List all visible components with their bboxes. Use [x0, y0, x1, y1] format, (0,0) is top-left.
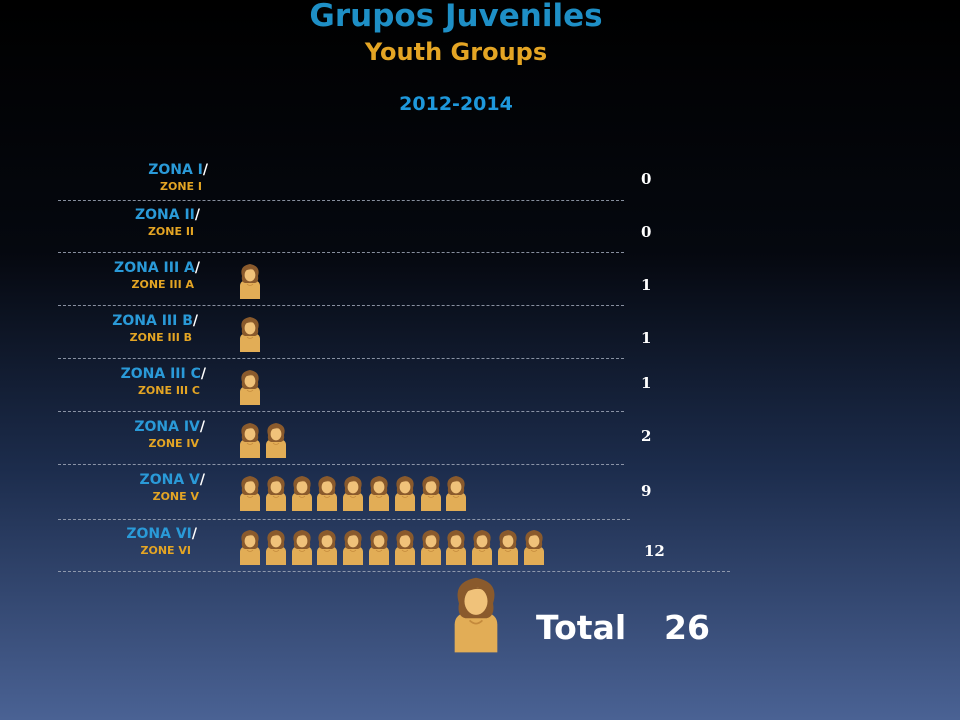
value-label: 1 [641, 374, 652, 392]
value-label: 2 [641, 427, 652, 445]
row-label: ZONA III B/ZONE III B [112, 313, 198, 344]
person-icon [343, 476, 364, 511]
zone-label-es: ZONA IV/ [134, 419, 205, 435]
zone-label-en: ZONE VI [140, 544, 191, 557]
person-icon [446, 476, 467, 511]
row-separator [58, 519, 630, 520]
zone-name-es: ZONA III C [120, 366, 201, 382]
person-icon [240, 264, 260, 299]
total-label: Total [536, 608, 627, 647]
zone-label-es: ZONA III B/ [112, 313, 198, 329]
zone-name-es: ZONA II [134, 207, 195, 223]
person-icon [240, 317, 260, 352]
value-label: 1 [641, 276, 652, 294]
label-slash: / [192, 313, 198, 329]
person-icon [317, 530, 338, 565]
zone-label-en: ZONE III A [131, 278, 195, 291]
row-separator [58, 305, 624, 306]
person-icon [420, 530, 441, 565]
person-icon [394, 476, 415, 511]
zone-label-en: ZONE V [152, 490, 199, 503]
row-label: ZONA III C/ZONE III C [121, 366, 206, 397]
zone-name-es: ZONA VI [126, 526, 192, 542]
label-slash: / [194, 260, 200, 276]
person-icon [472, 530, 493, 565]
person-icon [369, 476, 389, 511]
zone-label-es: ZONA I/ [148, 162, 208, 178]
row-label: ZONA I/ZONE I [148, 162, 208, 193]
row-label: ZONA IV/ZONE IV [134, 419, 205, 450]
person-icon [420, 476, 441, 511]
zone-label-en: ZONE I [160, 180, 202, 193]
person-icon [265, 423, 286, 458]
value-label: 12 [644, 542, 665, 560]
label-slash: / [191, 526, 197, 542]
chart-title: Grupos Juveniles [309, 0, 603, 34]
chart-period: 2012-2014 [399, 93, 513, 115]
label-slash: / [200, 366, 206, 382]
row-label: ZONA III A/ZONE III A [114, 260, 200, 291]
zone-label-es: ZONA V/ [140, 472, 205, 488]
person-icon [291, 530, 312, 565]
person-icon [240, 530, 260, 565]
value-label: 9 [641, 482, 652, 500]
value-label: 1 [641, 329, 652, 347]
label-slash: / [199, 419, 205, 435]
person-icon [291, 476, 312, 511]
zone-name-es: ZONA IV [134, 419, 200, 435]
person-icon [394, 530, 415, 565]
row-separator [58, 411, 624, 412]
zone-name-es: ZONA V [139, 472, 200, 488]
person-icon [317, 476, 338, 511]
person-icon [498, 530, 518, 565]
row-label: ZONA V/ZONE V [140, 472, 205, 503]
label-slash: / [199, 472, 205, 488]
person-icon [240, 370, 260, 405]
zone-label-es: ZONA VI/ [126, 526, 197, 542]
zone-label-es: ZONA III A/ [114, 260, 200, 276]
chart-subtitle: Youth Groups [364, 38, 548, 66]
zone-label-es: ZONA II/ [135, 207, 200, 223]
zone-name-es: ZONA I [148, 162, 203, 178]
label-slash: / [194, 207, 200, 223]
person-icon [265, 530, 286, 565]
zone-label-en: ZONE IV [148, 437, 199, 450]
total-value: 26 [664, 608, 710, 647]
value-label: 0 [641, 223, 652, 241]
row-separator [58, 571, 730, 572]
total-person-icon [454, 577, 498, 653]
person-icon [369, 530, 389, 565]
zone-label-en: ZONE III B [129, 331, 192, 344]
zone-label-es: ZONA III C/ [121, 366, 206, 382]
value-label: 0 [641, 170, 652, 188]
person-icon [240, 476, 260, 511]
person-icon [523, 530, 544, 565]
zone-label-en: ZONE III C [137, 384, 200, 397]
row-separator [58, 252, 624, 253]
row-separator [58, 200, 624, 201]
row-label: ZONA VI/ZONE VI [126, 526, 197, 557]
person-icon [343, 530, 364, 565]
zone-label-en: ZONE II [147, 225, 194, 238]
zone-name-es: ZONA III A [114, 260, 195, 276]
person-icon [265, 476, 286, 511]
row-separator [58, 464, 624, 465]
row-label: ZONA II/ZONE II [135, 207, 200, 238]
zone-name-es: ZONA III B [112, 313, 193, 329]
person-icon [240, 423, 260, 458]
label-slash: / [202, 162, 208, 178]
person-icon [446, 530, 467, 565]
row-separator [58, 358, 624, 359]
